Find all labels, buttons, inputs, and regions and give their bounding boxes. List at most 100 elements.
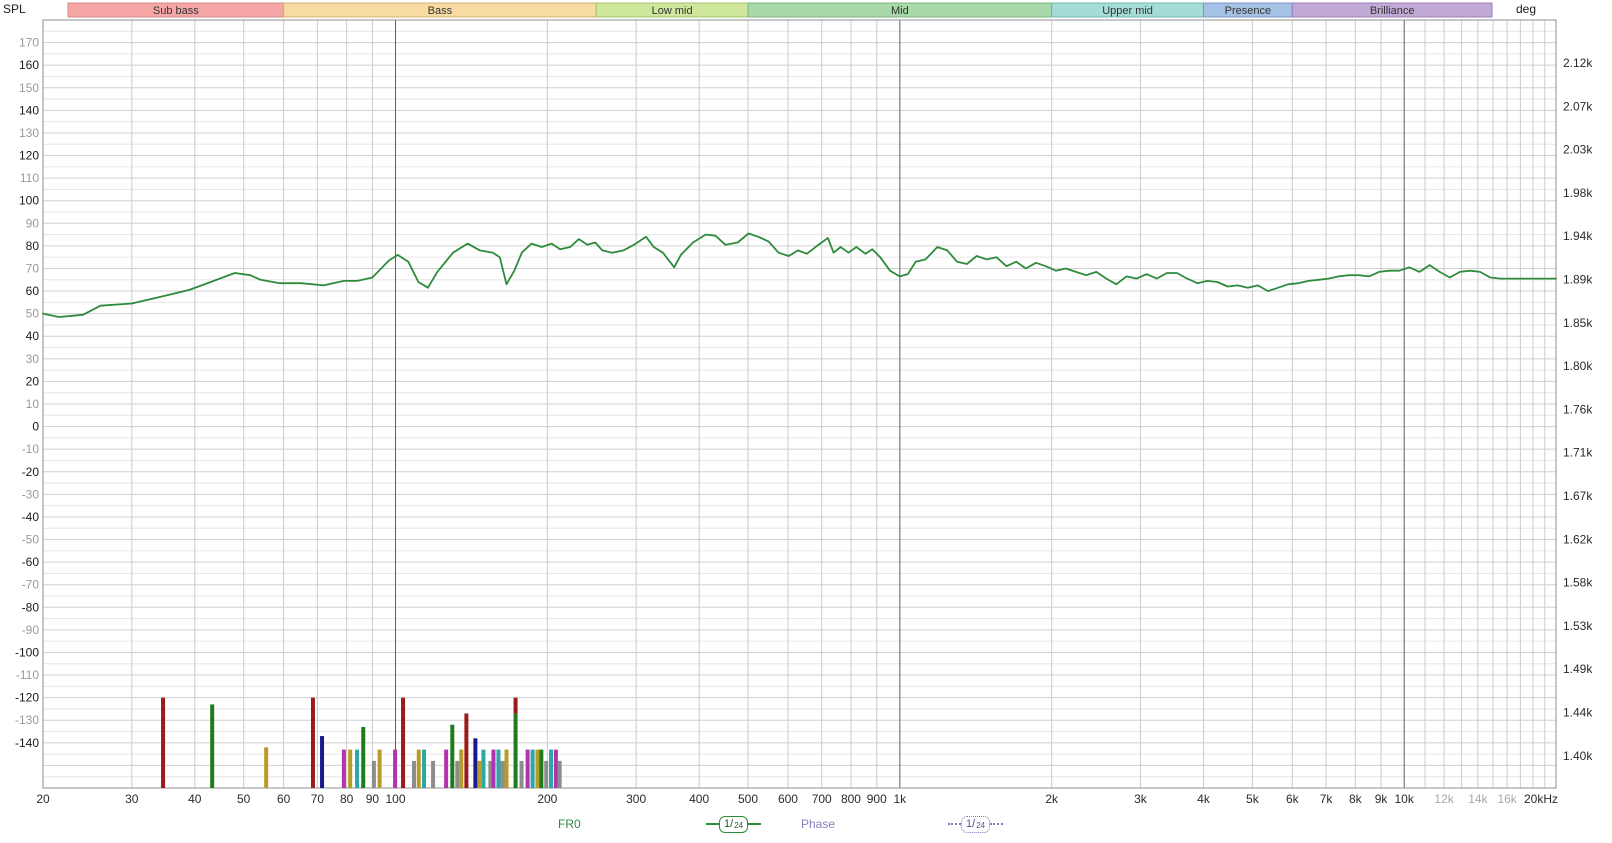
deg-tick-label: 1.98k [1563, 186, 1593, 200]
freq-tick-label: 50 [237, 792, 251, 806]
distortion-bar [513, 713, 518, 788]
deg-tick-label: 1.76k [1563, 402, 1593, 416]
freq-tick-label: 70 [311, 792, 325, 806]
spl-tick-label: 130 [19, 126, 39, 140]
distortion-bar [473, 738, 478, 788]
left-axis-labels: 1701601501401301201101009080706050403020… [15, 36, 39, 750]
deg-tick-label: 1.94k [1563, 229, 1593, 243]
distortion-bar [477, 760, 482, 788]
freq-tick-label: 600 [778, 792, 798, 806]
deg-tick-label: 1.49k [1563, 662, 1593, 676]
deg-tick-label: 1.62k [1563, 532, 1593, 546]
band-label-brilliance: Brilliance [1370, 5, 1415, 17]
distortion-bar [444, 749, 449, 788]
spl-tick-label: -40 [22, 510, 40, 524]
spl-tick-label: 140 [19, 103, 39, 117]
freq-tick-label: 200 [537, 792, 557, 806]
freq-tick-label: 7k [1320, 792, 1334, 806]
spl-tick-label: 110 [20, 171, 39, 185]
distortion-bar [481, 749, 486, 788]
grid [42, 19, 1557, 789]
spl-tick-label: 150 [19, 81, 39, 95]
legend-fr0-smoothing-badge[interactable]: 1/24 [706, 815, 762, 833]
spl-tick-label: 70 [26, 261, 40, 275]
deg-tick-label: 2.03k [1563, 143, 1593, 157]
freq-tick-label: 9k [1375, 792, 1389, 806]
distortion-bar [431, 760, 436, 788]
bottom-axis-labels: 20 30 40 50 60 70 80 90 100 200 300 400 500 600 700 800… [36, 792, 1558, 806]
distortion-bar [371, 760, 376, 788]
phase-smoothing-numerator: 1/ [966, 817, 976, 830]
phase-line-sample [948, 823, 961, 825]
distortion-bar [519, 760, 524, 788]
distortion-bar [557, 760, 562, 788]
distortion-bar [411, 760, 416, 788]
distortion-bar [488, 760, 493, 788]
distortion-bar [464, 713, 469, 788]
distortion-bar [544, 760, 549, 788]
band-brilliance [1291, 2, 1493, 18]
spl-tick-label: -20 [22, 465, 40, 479]
deg-tick-label: 2.12k [1563, 56, 1593, 70]
fr0-line-sample [748, 823, 762, 825]
legend-phase-smoothing-badge[interactable]: 1/24 [948, 815, 1004, 833]
spl-tick-label: -100 [15, 645, 39, 659]
freq-tick-label: 20kHz [1524, 792, 1558, 806]
spl-tick-label: -70 [22, 578, 40, 592]
spl-tick-label: 90 [26, 216, 40, 230]
distortion-bar [450, 724, 455, 788]
fr0-smoothing-denominator: 24 [734, 821, 744, 830]
distortion-bar [455, 760, 460, 788]
distortion-bar [530, 749, 535, 788]
right-axis-labels: 2.12k 2.07k 2.03k 1.98k 1.94k 1.89k 1.85k 1.80k… [1563, 56, 1593, 763]
deg-tick-label: 1.89k [1563, 273, 1593, 287]
spl-tick-label: -130 [15, 713, 39, 727]
freq-tick-label: 30 [125, 792, 139, 806]
freq-tick-label: 900 [867, 792, 887, 806]
distortion-bar [393, 749, 398, 788]
fr0-smoothing-numerator: 1/ [724, 817, 734, 830]
distortion-bar [210, 704, 215, 788]
distortion-bar [549, 749, 554, 788]
spl-tick-label: 50 [26, 307, 40, 321]
freq-tick-label: 60 [277, 792, 291, 806]
freq-tick-label: 500 [738, 792, 758, 806]
fr0-magnitude-curve [42, 232, 1557, 318]
freq-tick-label: 12k [1434, 792, 1454, 806]
legend-phase[interactable]: Phase [801, 817, 836, 831]
freq-tick-label: 40 [188, 792, 202, 806]
deg-tick-label: 1.67k [1563, 489, 1593, 503]
freq-tick-label: 90 [366, 792, 380, 806]
freq-tick-label: 300 [626, 792, 646, 806]
distortion-bars [161, 697, 562, 788]
spl-tick-label: 160 [19, 58, 39, 72]
spl-tick-label: -10 [22, 442, 40, 456]
distortion-bar [161, 697, 166, 788]
freq-tick-label: 4k [1197, 792, 1211, 806]
freq-tick-label: 3k [1134, 792, 1148, 806]
deg-tick-label: 1.44k [1563, 706, 1593, 720]
distortion-bar [422, 749, 427, 788]
spl-axis-unit-label: SPL [3, 2, 26, 16]
freq-tick-label: 80 [340, 792, 354, 806]
spl-tick-label: 10 [26, 397, 40, 411]
freq-tick-label: 16k [1497, 792, 1517, 806]
distortion-bar [341, 749, 346, 788]
distortion-bar [361, 727, 366, 788]
legend-fr0[interactable]: FR0 [558, 817, 581, 831]
freq-tick-label: 800 [841, 792, 861, 806]
phase-line-sample [990, 823, 1004, 825]
phase-smoothing-denominator: 24 [976, 821, 986, 830]
band-label-bass: Bass [428, 5, 453, 17]
distortion-bar [513, 697, 518, 714]
distortion-bar [539, 749, 544, 788]
spl-tick-label: -90 [22, 623, 40, 637]
deg-tick-label: 1.40k [1563, 749, 1593, 763]
spl-tick-label: -110 [16, 668, 39, 682]
spl-tick-label: 100 [19, 194, 39, 208]
freq-tick-label: 10k [1395, 792, 1415, 806]
spl-tick-label: -50 [22, 533, 40, 547]
deg-tick-label: 1.85k [1563, 316, 1593, 330]
deg-tick-label: 1.53k [1563, 619, 1593, 633]
